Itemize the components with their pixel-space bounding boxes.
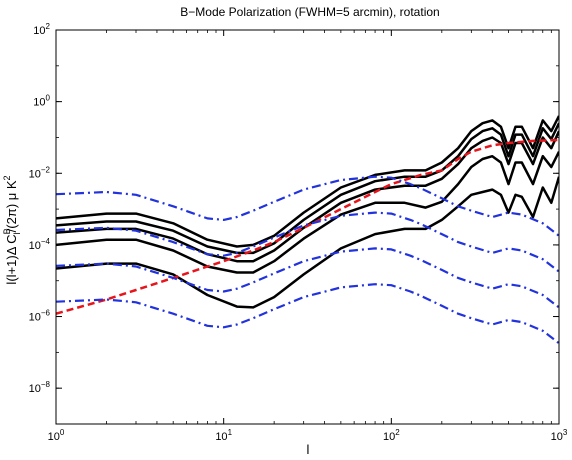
- plot-frame: [55, 29, 560, 425]
- series-line-7: [56, 175, 559, 237]
- y-axis-label-suffix: /(2π) μ K: [4, 180, 19, 232]
- series-line-1: [56, 115, 559, 248]
- series-line-10: [56, 283, 559, 345]
- y-axis-label-prefix: l(l+1)Δ C: [4, 234, 19, 284]
- y-tick-label: 10−6: [29, 309, 51, 324]
- series-line-5: [56, 176, 559, 309]
- y-tick-label: 10−8: [29, 380, 51, 395]
- x-tick-label: 103: [551, 428, 568, 443]
- series-line-3: [56, 130, 559, 263]
- x-tick-label: 102: [383, 428, 400, 443]
- x-tick-label: 100: [48, 428, 65, 443]
- series-line-2: [56, 122, 559, 255]
- svg-text:l(l+1)Δ CBl/(2π) μ K2: l(l+1)Δ CBl/(2π) μ K2: [2, 175, 22, 284]
- series-line-9: [56, 247, 559, 309]
- chart-title: B−Mode Polarization (FWHM=5 arcmin), rot…: [180, 5, 439, 19]
- plot-area: 100 101 102 103 10−8 10−6 10−4 10−2 100 102: [29, 22, 568, 443]
- y-axis-label-unit-sup: 2: [2, 175, 12, 180]
- y-tick-label: 100: [33, 94, 50, 109]
- y-axis-label-sub: l: [12, 232, 22, 234]
- y-tick-label: 102: [33, 22, 50, 37]
- x-axis-label: l: [307, 442, 310, 457]
- y-axis-label: l(l+1)Δ CBl/(2π) μ K2: [2, 175, 22, 284]
- y-tick-label: 10−2: [29, 165, 51, 180]
- series-group: [56, 115, 559, 345]
- series-line-8: [56, 211, 559, 273]
- y-tick-label: 10−4: [29, 237, 51, 252]
- series-line-4: [56, 151, 559, 274]
- series-line-6: [56, 138, 559, 315]
- y-axis-label-sup: B: [2, 228, 12, 234]
- x-tick-label: 101: [215, 428, 232, 443]
